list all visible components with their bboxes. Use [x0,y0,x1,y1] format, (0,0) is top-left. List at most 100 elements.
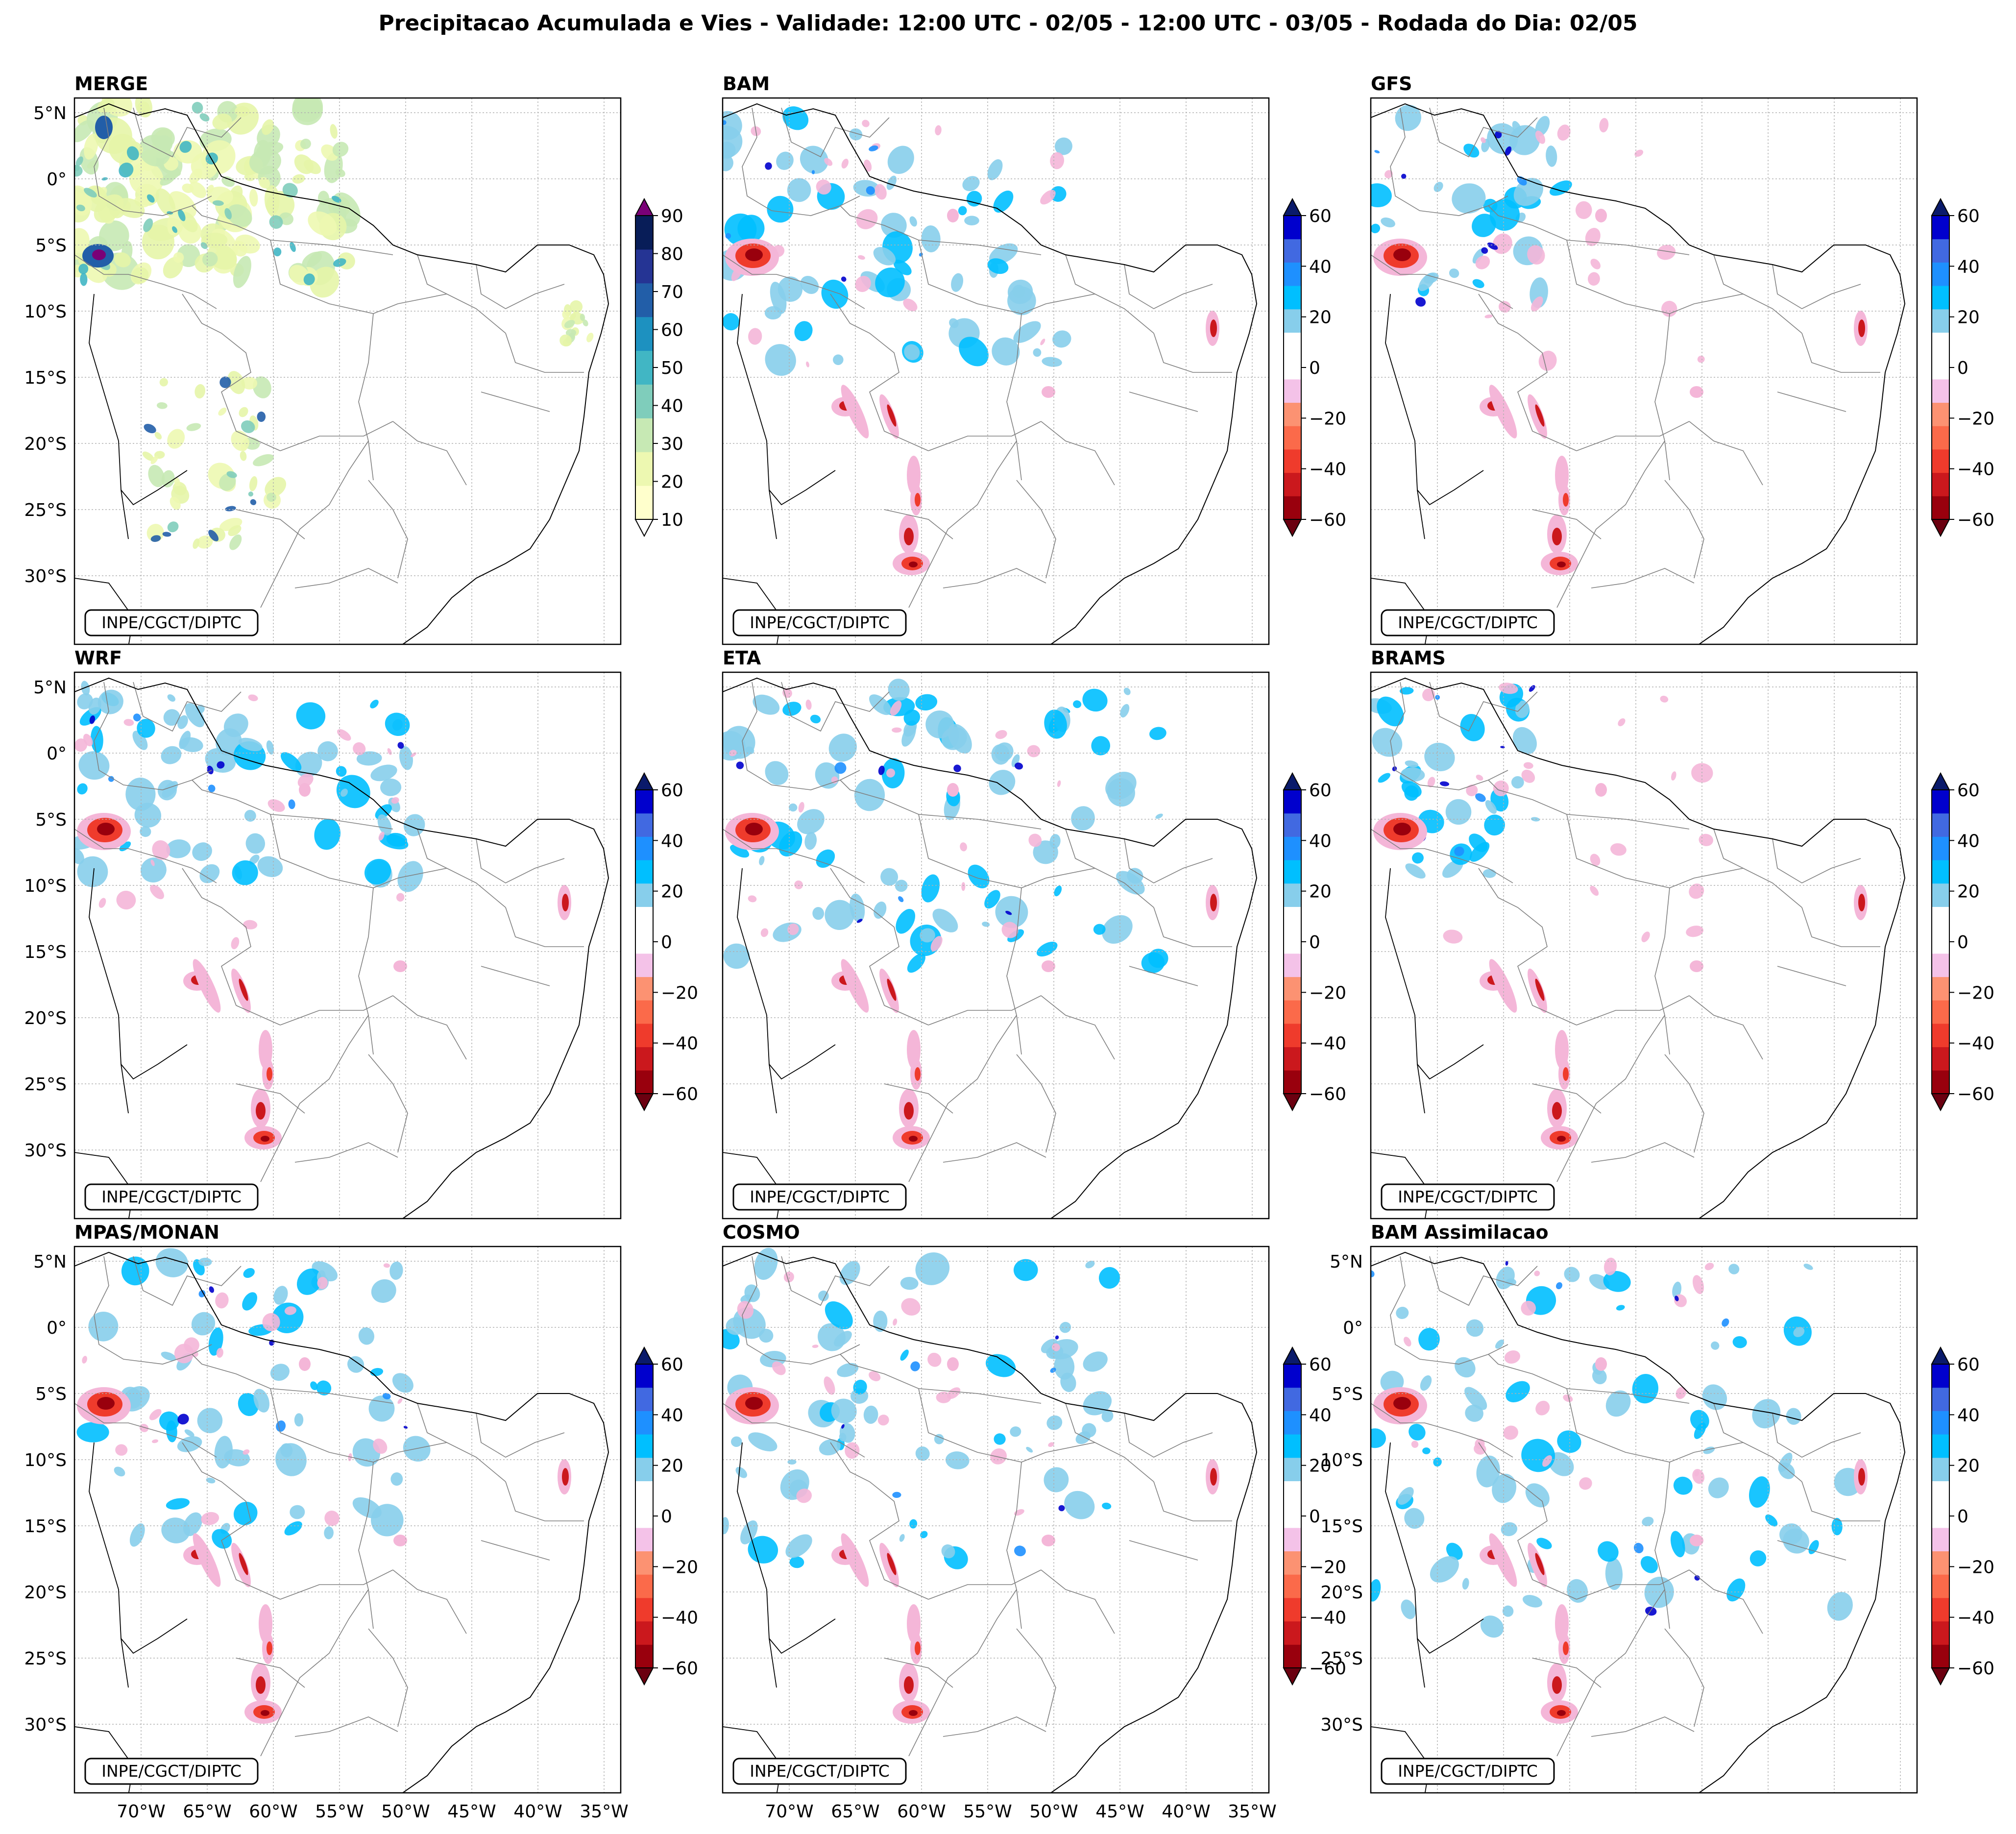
lon-label: 60°W [897,1802,946,1822]
colorbar-tick: −20 [661,983,698,1003]
colorbar-tick: −20 [1957,983,1994,1003]
colorbar-tick: 60 [1957,781,1980,801]
colorbar-tick: 40 [1309,831,1332,851]
lat-label: 25°S [24,1075,67,1095]
lon-label: 50°W [381,1802,430,1822]
colorbar-tick: 0 [1957,932,1968,953]
colorbar: 60 40 20 0 −20 −40 −60 [1931,772,1994,1112]
colorbar-tick: 60 [1309,781,1332,801]
colorbar: 60 40 20 0 −20 −40 −60 [1931,1346,1994,1686]
lat-label: 0° [1343,1318,1363,1338]
lat-label: 5°N [1330,1252,1363,1272]
lat-label: 20°S [1320,1583,1363,1603]
colorbar-tick: 0 [1957,1507,1968,1527]
colorbar-tick: 60 [1957,1355,1980,1375]
panel-title: COSMO [723,1222,800,1243]
svg-text:INPE/CGCT/DIPTC: INPE/CGCT/DIPTC [101,613,242,632]
colorbar-tick: −40 [1309,1034,1346,1054]
lat-label: 0° [47,170,67,190]
colorbar-tick: 30 [661,434,683,454]
colorbar-tick: −20 [1309,983,1346,1003]
svg-text:INPE/CGCT/DIPTC: INPE/CGCT/DIPTC [1398,613,1538,632]
lat-label: 20°S [24,1583,67,1603]
credit-label: INPE/CGCT/DIPTC [732,609,907,636]
colorbar-tick: −40 [1309,460,1346,480]
colorbar-tick: 10 [661,510,683,530]
colorbar-tick: 20 [661,472,683,492]
lat-label: 20°S [24,1008,67,1028]
colorbar-tick: −60 [1957,1084,1994,1104]
lat-label: 5°S [35,236,67,256]
colorbar-tick: −60 [1309,510,1346,530]
map-panel-5: ETA INPE/CGCT/DIPTC 60 40 20 0 −20 −40 −60 [722,647,1346,1220]
credit-label: INPE/CGCT/DIPTC [84,1183,259,1211]
lon-label: 50°W [1029,1802,1078,1822]
colorbar-tick: −40 [661,1034,698,1054]
panel-title: GFS [1371,73,1412,95]
svg-text:INPE/CGCT/DIPTC: INPE/CGCT/DIPTC [101,1187,242,1206]
colorbar-tick: −20 [1309,409,1346,429]
lon-label: 65°W [183,1802,231,1822]
colorbar-tick: −20 [1957,409,1994,429]
colorbar-tick: −40 [1309,1608,1346,1628]
colorbar-tick: −40 [1957,460,1994,480]
map-panel-8: COSMO INPE/CGCT/DIPTC 70°W 65°W 60°W 55°W 50°W… [722,1222,1346,1822]
colorbar-tick: 40 [1957,257,1980,277]
figure-title: Precipitacao Acumulada e Vies - Validade… [378,11,1638,36]
lon-label: 40°W [513,1802,562,1822]
lon-label: 35°W [580,1802,628,1822]
panel-title: BAM [723,73,770,95]
lon-label: 70°W [117,1802,165,1822]
colorbar-tick: 40 [1309,257,1332,277]
map-panel-6: BRAMS INPE/CGCT/DIPTC 60 40 20 0 −20 −40 −60 [1370,647,1994,1220]
colorbar-tick: 60 [661,1355,683,1375]
lat-label: 10°S [24,876,67,896]
panel-title: MERGE [74,73,148,95]
map-panel-4: WRF INPE/CGCT/DIPTC 5°N 0° 5°S 10°S 15°S 20°S 25… [24,647,698,1220]
lat-label: 30°S [1320,1715,1363,1735]
colorbar: 60 40 20 0 −20 −40 −60 [634,1346,698,1686]
colorbar-tick: 60 [661,781,683,801]
colorbar-tick: −40 [1957,1608,1994,1628]
colorbar-tick: −40 [661,1608,698,1628]
colorbar-tick: 0 [1309,1507,1320,1527]
svg-text:INPE/CGCT/DIPTC: INPE/CGCT/DIPTC [1398,1187,1538,1206]
lat-label: 30°S [24,1141,67,1161]
credit-label: INPE/CGCT/DIPTC [732,1183,907,1211]
colorbar-tick: 50 [661,358,683,378]
colorbar-tick: 40 [1957,1405,1980,1425]
colorbar-tick: −60 [1957,1659,1994,1679]
panel-title: ETA [723,647,761,669]
lat-label: 10°S [1320,1450,1363,1470]
colorbar-tick: 40 [1309,1405,1332,1425]
colorbar-tick: −20 [661,1557,698,1577]
lat-label: 25°S [24,500,67,520]
colorbar: 60 40 20 0 −20 −40 −60 [1283,772,1346,1112]
colorbar-tick: 0 [661,932,672,953]
lat-label: 25°S [1320,1649,1363,1669]
lon-label: 40°W [1162,1802,1210,1822]
colorbar-tick: −20 [1957,1557,1994,1577]
colorbar-tick: 40 [661,396,683,416]
map-panel-1: MERGE INPE/CGCT/DIPTC 5°N 0° 5°S 10°S 15°S 20°S… [24,73,683,645]
credit-label: INPE/CGCT/DIPTC [84,1758,259,1785]
panel-title: BRAMS [1371,647,1446,669]
colorbar-tick: 90 [661,206,683,226]
colorbar-tick: 20 [1309,882,1332,902]
credit-label: INPE/CGCT/DIPTC [732,1758,907,1785]
colorbar-tick: 20 [661,1456,683,1476]
lat-label: 10°S [24,302,67,322]
svg-text:INPE/CGCT/DIPTC: INPE/CGCT/DIPTC [1398,1761,1538,1781]
colorbar-tick: −60 [661,1084,698,1104]
panel-title: BAM Assimilacao [1371,1222,1549,1243]
lat-label: 15°S [24,1516,67,1537]
colorbar-tick: 20 [1957,1456,1980,1476]
colorbar-tick: 20 [1957,882,1980,902]
colorbar-tick: 70 [661,282,683,302]
lon-label: 55°W [963,1802,1012,1822]
credit-label: INPE/CGCT/DIPTC [1381,609,1555,636]
lat-label: 5°N [33,103,67,123]
colorbar-tick: −20 [1309,1557,1346,1577]
lon-label: 55°W [315,1802,364,1822]
